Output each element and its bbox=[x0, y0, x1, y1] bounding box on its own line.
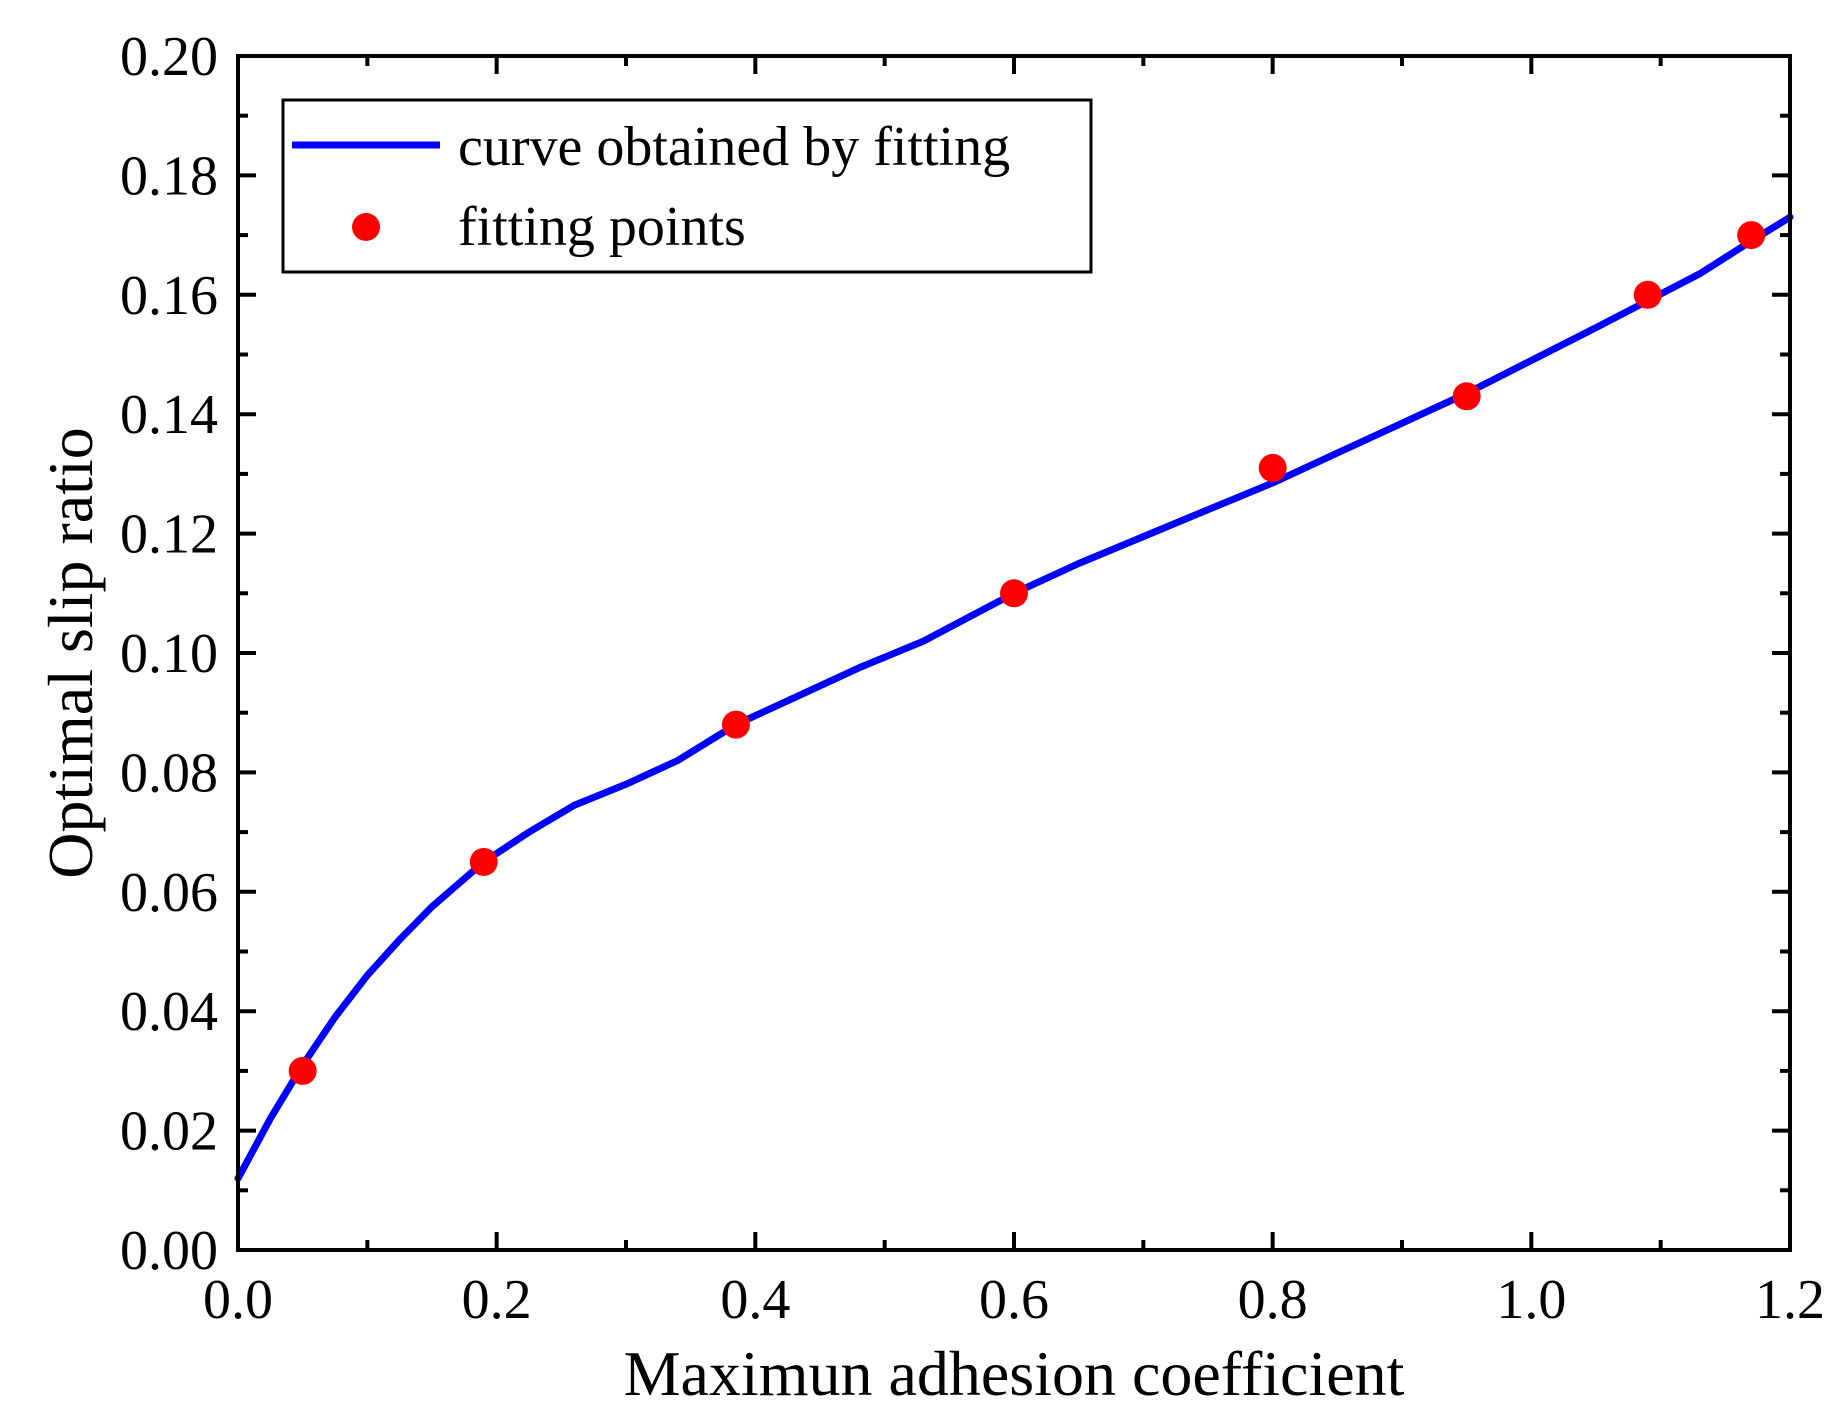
y-tick-label: 0.04 bbox=[120, 981, 218, 1043]
x-axis-title: Maximun adhesion coefficient bbox=[624, 1338, 1405, 1409]
x-tick-label: 0.8 bbox=[1238, 1269, 1308, 1331]
fitting-point bbox=[1633, 280, 1662, 309]
y-tick-label: 0.10 bbox=[120, 623, 218, 685]
x-tick-label: 0.2 bbox=[462, 1269, 532, 1331]
fitting-point bbox=[288, 1056, 317, 1085]
legend-label-curve: curve obtained by fitting bbox=[458, 116, 1010, 178]
legend-label-points: fitting points bbox=[458, 196, 746, 258]
fitting-points-layer bbox=[288, 221, 1766, 1085]
y-tick-label: 0.14 bbox=[120, 384, 218, 446]
y-tick-label: 0.02 bbox=[120, 1101, 218, 1163]
x-tick-label: 1.2 bbox=[1755, 1269, 1825, 1331]
fitting-point bbox=[469, 847, 498, 876]
tick-labels: 0.0 0.2 0.4 0.6 0.8 1.0 1.2 0.00 0.02 0.04 0.06 0.0… bbox=[120, 26, 1825, 1331]
plot-frame bbox=[236, 54, 1792, 1252]
fitted-curve-layer bbox=[234, 213, 1794, 1182]
y-tick-label: 0.16 bbox=[120, 265, 218, 327]
y-tick-label: 0.18 bbox=[120, 145, 218, 207]
y-tick-label: 0.20 bbox=[120, 26, 218, 88]
x-tick-label: 1.0 bbox=[1496, 1269, 1566, 1331]
fitting-point bbox=[1452, 382, 1481, 411]
x-tick-label: 0.4 bbox=[720, 1269, 790, 1331]
x-tick-label: 0.6 bbox=[979, 1269, 1049, 1331]
y-tick-label: 0.12 bbox=[120, 504, 218, 566]
legend-dot-swatch bbox=[352, 213, 380, 241]
fitting-point bbox=[721, 710, 750, 739]
fitting-point bbox=[1000, 579, 1028, 608]
fitted-curve bbox=[234, 213, 1794, 1182]
legend-box bbox=[281, 98, 1093, 274]
x-tick-label: 0.0 bbox=[203, 1269, 273, 1331]
y-axis-title: Optimal slip ratio bbox=[35, 427, 106, 879]
y-tick-label: 0.00 bbox=[120, 1220, 218, 1282]
fitting-point bbox=[1258, 453, 1287, 482]
y-tick-label: 0.08 bbox=[120, 742, 218, 804]
y-tick-label: 0.06 bbox=[120, 862, 218, 924]
fitting-point bbox=[1737, 221, 1766, 250]
legend: curve obtained by fitting fitting points bbox=[281, 98, 1093, 274]
